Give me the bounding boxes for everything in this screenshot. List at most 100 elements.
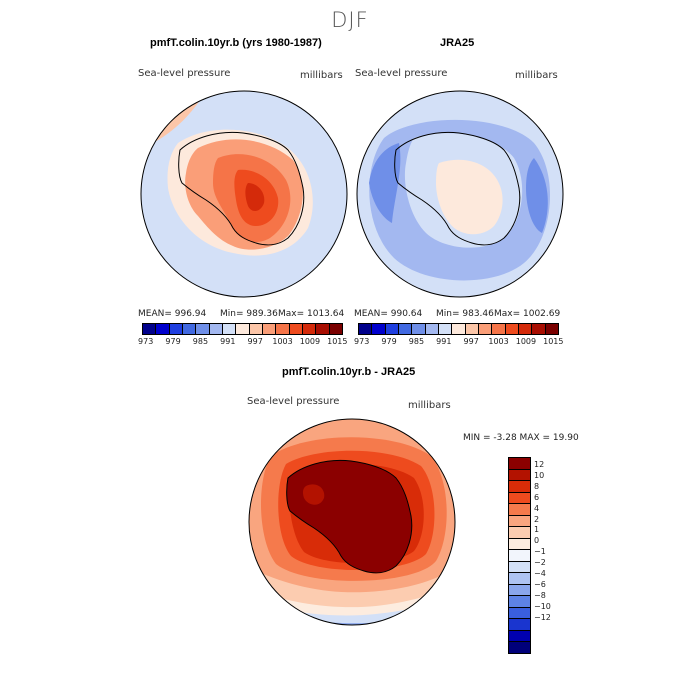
colorbar-tick-label: 2: [534, 514, 540, 524]
colorbar-swatch: [509, 492, 530, 504]
obs-panel-title: JRA25: [440, 37, 475, 49]
model-panel-title: pmfT.colin.10yr.b (yrs 1980-1987): [150, 37, 322, 49]
colorbar-swatch: [398, 324, 413, 334]
colorbar-tick-label: 1009: [515, 337, 537, 346]
obs-colorbar: [358, 323, 559, 335]
colorbar-swatch: [509, 561, 530, 573]
diff-panel-title: pmfT.colin.10yr.b - JRA25: [282, 366, 416, 378]
colorbar-tick-label: −8: [534, 590, 546, 600]
colorbar-swatch: [438, 324, 453, 334]
colorbar-tick-label: −6: [534, 579, 546, 589]
colorbar-swatch: [509, 642, 530, 653]
colorbar-tick-label: 991: [436, 337, 452, 346]
colorbar-swatch: [505, 324, 519, 334]
colorbar-swatch: [518, 324, 533, 334]
colorbar-swatch: [532, 324, 546, 334]
diff-variable-label: Sea-level pressure: [247, 396, 340, 407]
colorbar-tick-label: 979: [165, 337, 181, 346]
colorbar-swatch: [509, 538, 530, 550]
colorbar-tick-label: 12: [534, 460, 545, 469]
colorbar-swatch: [425, 324, 439, 334]
model-slp-map: [140, 90, 348, 298]
colorbar-swatch: [509, 619, 530, 631]
colorbar-tick-label: 979: [381, 337, 397, 346]
model-units-label: millibars: [300, 70, 343, 81]
colorbar-tick-label: 985: [192, 337, 209, 346]
colorbar-swatch: [412, 324, 426, 334]
colorbar-tick-label: 6: [534, 492, 540, 502]
colorbar-swatch: [509, 630, 530, 642]
colorbar-tick-label: 997: [247, 337, 263, 346]
colorbar-tick-label: 973: [354, 337, 370, 346]
colorbar-swatch: [196, 324, 210, 334]
model-min-stat: Min= 989.36: [220, 309, 278, 319]
colorbar-swatch: [509, 469, 530, 481]
colorbar-swatch: [222, 324, 237, 334]
colorbar-swatch: [143, 324, 157, 334]
colorbar-tick-label: 985: [408, 337, 425, 346]
colorbar-tick-label: −2: [534, 558, 546, 568]
colorbar-tick-label: 991: [220, 337, 236, 346]
colorbar-swatch: [509, 596, 530, 608]
diff-units-label: millibars: [408, 400, 451, 411]
colorbar-tick-label: −1: [534, 547, 546, 557]
model-max-stat: Max= 1013.64: [278, 309, 345, 319]
colorbar-swatch: [509, 584, 530, 596]
colorbar-tick-label: 997: [463, 337, 479, 346]
model-variable-label: Sea-level pressure: [138, 68, 231, 79]
colorbar-tick-label: 10: [534, 470, 545, 480]
colorbar-tick-label: −10: [534, 601, 551, 611]
colorbar-tick-label: 1015: [327, 337, 348, 346]
colorbar-tick-label: 0: [534, 536, 540, 546]
colorbar-swatch: [329, 324, 342, 334]
colorbar-swatch: [156, 324, 170, 334]
colorbar-swatch: [509, 573, 530, 585]
obs-mean-stat: MEAN= 990.64: [354, 309, 423, 319]
colorbar-swatch: [276, 324, 290, 334]
colorbar-swatch: [509, 550, 530, 562]
obs-colorbar-ticks: 973 979 985 991 997 1003 1009 1015: [348, 337, 567, 346]
colorbar-swatch: [316, 324, 330, 334]
colorbar-swatch: [262, 324, 277, 334]
colorbar-tick-label: 1015: [543, 337, 564, 346]
colorbar-swatch: [385, 324, 399, 334]
colorbar-swatch: [545, 324, 558, 334]
colorbar-swatch: [509, 481, 530, 493]
colorbar-tick-label: 1: [534, 525, 540, 535]
colorbar-swatch: [509, 504, 530, 516]
colorbar-tick-label: 973: [138, 337, 154, 346]
colorbar-tick-label: 8: [534, 481, 540, 491]
colorbar-swatch: [289, 324, 303, 334]
model-mean-stat: MEAN= 996.94: [138, 309, 207, 319]
colorbar-tick-label: 1003: [488, 337, 509, 346]
colorbar-swatch: [359, 324, 373, 334]
colorbar-swatch: [169, 324, 183, 334]
colorbar-swatch: [478, 324, 493, 334]
colorbar-swatch: [209, 324, 223, 334]
colorbar-tick-label: 4: [534, 503, 540, 513]
obs-variable-label: Sea-level pressure: [355, 68, 448, 79]
colorbar-swatch: [372, 324, 386, 334]
colorbar-swatch: [236, 324, 250, 334]
colorbar-swatch: [302, 324, 317, 334]
colorbar-swatch: [452, 324, 466, 334]
obs-slp-map: [356, 90, 564, 298]
diff-minmax-stat: MIN = -3.28 MAX = 19.90: [463, 433, 579, 443]
model-colorbar-ticks: 973 979 985 991 997 1003 1009 1015: [132, 337, 351, 346]
colorbar-swatch: [509, 458, 530, 470]
season-title: DJF: [331, 8, 369, 32]
colorbar-tick-label: −12: [534, 612, 551, 622]
colorbar-swatch: [492, 324, 506, 334]
diff-colorbar: [508, 457, 531, 654]
colorbar-swatch: [509, 515, 530, 527]
model-colorbar: [142, 323, 343, 335]
colorbar-swatch: [465, 324, 479, 334]
colorbar-swatch: [509, 607, 530, 619]
colorbar-tick-label: 1003: [272, 337, 293, 346]
obs-units-label: millibars: [515, 70, 558, 81]
obs-min-stat: Min= 983.46: [436, 309, 494, 319]
colorbar-swatch: [249, 324, 263, 334]
colorbar-swatch: [509, 527, 530, 539]
diff-colorbar-ticks: 12 10 8 6 4 2 1 0 −1 −2 −4 −6 −8 −10 −12: [534, 457, 574, 627]
colorbar-tick-label: 1009: [299, 337, 321, 346]
